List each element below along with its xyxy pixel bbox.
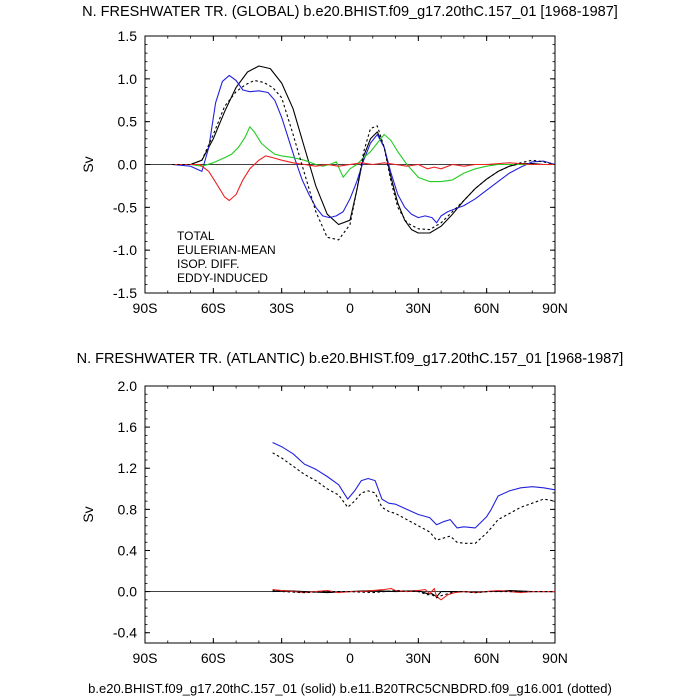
legend-isop-diff: ISOP. DIFF.: [177, 257, 239, 271]
atlantic-series-eddy-dotted: [272, 590, 555, 599]
global-ytick-label: 1.5: [118, 28, 138, 44]
atlantic-xtick-label: 30N: [405, 650, 431, 666]
global-xtick-label: 60N: [474, 300, 500, 316]
global-xtick-label: 60S: [201, 300, 226, 316]
global-chart-title: N. FRESHWATER TR. (GLOBAL) b.e20.BHIST.f…: [82, 4, 618, 20]
global-ytick-label: -1.5: [113, 285, 137, 301]
atlantic-xtick-label: 0: [346, 650, 354, 666]
atlantic-ytick-label: 0.4: [118, 542, 138, 558]
footer-caption: b.e20.BHIST.f09_g17.20thC.157_01 (solid)…: [88, 681, 612, 696]
atlantic-ytick-label: 0.0: [118, 584, 138, 600]
global-xtick-label: 90N: [542, 300, 568, 316]
global-plot-area: -1.5 -1.0 -0.5 0.0 0.5 1.0 1.5 90S 60S 30S 0 30N 60N…: [80, 28, 568, 316]
atlantic-xtick-label: 90S: [133, 650, 158, 666]
atlantic-y-axis-label: Sv: [80, 506, 96, 522]
global-panel: N. FRESHWATER TR. (GLOBAL) b.e20.BHIST.f…: [80, 4, 618, 316]
global-series-total: [172, 65, 555, 234]
atlantic-chart-title: N. FRESHWATER TR. (ATLANTIC) b.e20.BHIST…: [77, 351, 624, 367]
atlantic-series-eulerian-mean-dotted: [272, 452, 556, 544]
legend-eddy-induced: EDDY-INDUCED: [177, 271, 268, 285]
atlantic-ytick-label: 2.0: [118, 378, 138, 394]
atlantic-xtick-label: 90N: [542, 650, 568, 666]
global-ytick-label: -0.5: [113, 199, 137, 215]
global-series-eulerian-mean: [172, 74, 556, 224]
atlantic-ytick-label: 0.8: [118, 501, 138, 517]
global-ytick-label: 0.0: [118, 157, 138, 173]
global-ytick-label: 0.5: [118, 114, 138, 130]
atlantic-xtick-label: 60S: [201, 650, 226, 666]
global-y-axis-label: Sv: [80, 156, 96, 172]
global-ytick-label: 1.0: [118, 71, 138, 87]
atlantic-ytick-label: 1.6: [118, 419, 138, 435]
global-xtick-label: 30N: [405, 300, 431, 316]
legend-eulerian-mean: EULERIAN-MEAN: [177, 243, 276, 257]
global-xtick-label: 30S: [269, 300, 294, 316]
global-xtick-label: 0: [346, 300, 354, 316]
atlantic-plot-area: -0.4 0.0 0.4 0.8 1.2 1.6 2.0 90S 60S 30S 0 30N 60N 90…: [80, 378, 568, 666]
atlantic-ytick-label: -0.4: [113, 625, 137, 641]
global-legend: TOTAL EULERIAN-MEAN ISOP. DIFF. EDDY-IND…: [177, 229, 276, 285]
legend-total: TOTAL: [177, 229, 215, 243]
atlantic-plot-frame: [144, 385, 556, 644]
global-ytick-label: -1.0: [113, 242, 137, 258]
global-series-eddy-induced: [172, 155, 555, 202]
atlantic-series-eddy-induced: [272, 587, 555, 601]
atlantic-panel: N. FRESHWATER TR. (ATLANTIC) b.e20.BHIST…: [77, 351, 624, 666]
atlantic-xtick-label: 30S: [269, 650, 294, 666]
global-series-total-dotted: [172, 79, 556, 241]
atlantic-ytick-label: 1.2: [118, 460, 138, 476]
atlantic-xtick-label: 60N: [474, 650, 500, 666]
global-series-isop-diff: [172, 126, 555, 183]
atlantic-series-eulerian-mean: [272, 442, 556, 529]
global-xtick-label: 90S: [133, 300, 158, 316]
